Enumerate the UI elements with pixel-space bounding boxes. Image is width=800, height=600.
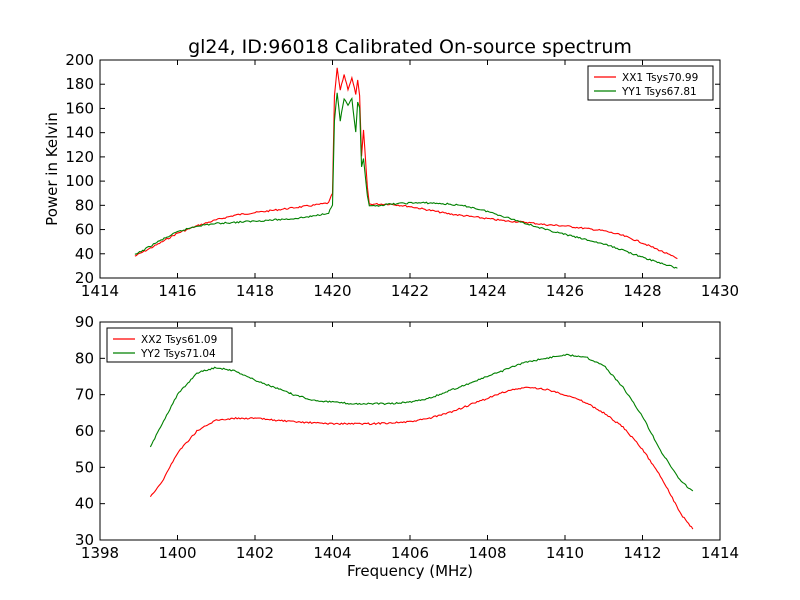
figure-title: gl24, ID:96018 Calibrated On-source spec… <box>188 36 632 58</box>
y-tick-label: 40 <box>75 245 94 263</box>
x-tick-label: 1414 <box>701 544 739 562</box>
series-line-red <box>149 386 694 530</box>
x-tick-label: 1408 <box>468 544 506 562</box>
x-tick-label: 1418 <box>236 282 274 300</box>
x-tick-label: 1398 <box>81 544 119 562</box>
series-line-red <box>134 67 678 260</box>
x-tick-label: 1404 <box>313 544 351 562</box>
y-tick-label: 60 <box>75 422 94 440</box>
y-tick-label: 120 <box>65 148 94 166</box>
x-tick-label: 1422 <box>391 282 429 300</box>
legend-box <box>106 327 233 363</box>
y-tick-label: 200 <box>65 51 94 69</box>
legend-label: YY2 Tsys71.04 <box>140 348 216 360</box>
x-tick-label: 1424 <box>468 282 506 300</box>
x-tick-label: 1400 <box>158 544 196 562</box>
x-tick-label: 1402 <box>236 544 274 562</box>
legend-box <box>587 65 714 101</box>
x-tick-label: 1406 <box>391 544 429 562</box>
x-tick-label: 1430 <box>701 282 739 300</box>
x-axis-label: Frequency (MHz) <box>347 562 473 580</box>
x-tick-label: 1414 <box>81 282 119 300</box>
y-tick-label: 40 <box>75 495 94 513</box>
bottom-spectrum-plot: 1398 1400 1402 1404 1406 1408 1410 1412 1414 30 40… <box>75 313 739 580</box>
legend-label: XX1 Tsys70.99 <box>622 72 698 84</box>
legend-label: XX2 Tsys61.09 <box>141 334 217 346</box>
y-tick-label: 140 <box>65 124 94 142</box>
x-tick-label: 1410 <box>546 544 584 562</box>
y-tick-label: 90 <box>75 313 94 331</box>
x-tick-label: 1426 <box>546 282 584 300</box>
y-tick-label: 50 <box>75 458 94 476</box>
y-tick-label: 70 <box>75 386 94 404</box>
y-tick-label: 180 <box>65 75 94 93</box>
x-tick-label: 1416 <box>158 282 196 300</box>
y-tick-label: 20 <box>75 269 94 287</box>
y-tick-label: 160 <box>65 99 94 117</box>
series-line-green <box>134 92 678 269</box>
y-tick-label: 80 <box>75 196 94 214</box>
legend-label: YY1 Tsys67.81 <box>621 86 697 98</box>
y-axis-label: Power in Kelvin <box>43 112 61 226</box>
series-line-green <box>149 353 694 492</box>
y-tick-label: 80 <box>75 349 94 367</box>
y-tick-label: 60 <box>75 221 94 239</box>
top-spectrum-plot: 1414 1416 1418 1420 1422 1424 1426 1428 1430 20 40… <box>43 51 739 300</box>
y-tick-label: 30 <box>75 531 94 549</box>
x-tick-label: 1420 <box>313 282 351 300</box>
x-tick-label: 1428 <box>623 282 661 300</box>
x-tick-label: 1412 <box>623 544 661 562</box>
y-tick-label: 100 <box>65 172 94 190</box>
